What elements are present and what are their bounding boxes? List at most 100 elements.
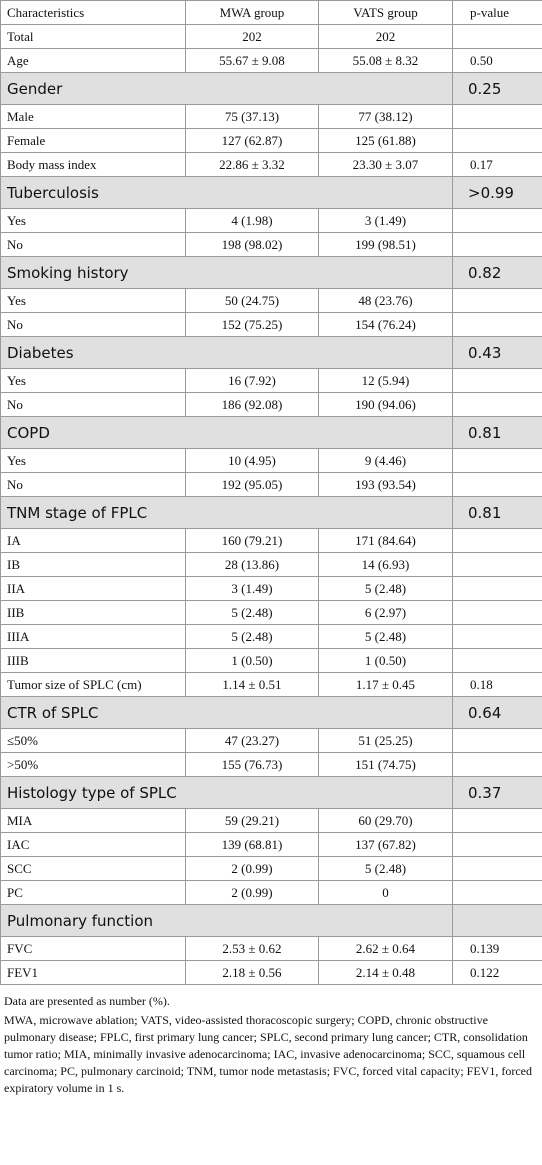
p-value-cell: 0.17 — [452, 152, 542, 177]
p-value-cell — [452, 576, 542, 601]
data-row: No 198 (98.02) 199 (98.51) — [0, 232, 542, 257]
p-value-cell — [452, 104, 542, 129]
section-row: Smoking history 0.82 — [0, 256, 542, 289]
row-label: Yes — [0, 288, 186, 313]
vats-cell: 9 (4.46) — [318, 448, 453, 473]
data-row: SCC 2 (0.99) 5 (2.48) — [0, 856, 542, 881]
row-label: IA — [0, 528, 186, 553]
p-value-cell — [452, 528, 542, 553]
p-value-cell — [452, 472, 542, 497]
section-label: Pulmonary function — [0, 904, 453, 937]
p-value-cell — [452, 392, 542, 417]
data-row: IIIA 5 (2.48) 5 (2.48) — [0, 624, 542, 649]
mwa-cell: 2.53 ± 0.62 — [185, 936, 319, 961]
p-value-cell — [452, 624, 542, 649]
mwa-cell: 3 (1.49) — [185, 576, 319, 601]
p-value-cell: 0.50 — [452, 48, 542, 73]
mwa-cell: 127 (62.87) — [185, 128, 319, 153]
data-row: IIB 5 (2.48) 6 (2.97) — [0, 600, 542, 625]
row-label: No — [0, 312, 186, 337]
data-row: Yes 4 (1.98) 3 (1.49) — [0, 208, 542, 233]
mwa-cell: 47 (23.27) — [185, 728, 319, 753]
mwa-cell: 160 (79.21) — [185, 528, 319, 553]
p-value-cell: 0.139 — [452, 936, 542, 961]
data-row: No 152 (75.25) 154 (76.24) — [0, 312, 542, 337]
mwa-cell: 186 (92.08) — [185, 392, 319, 417]
row-label: Yes — [0, 368, 186, 393]
row-label: IIB — [0, 600, 186, 625]
row-label: Total — [0, 24, 186, 49]
data-row: IIA 3 (1.49) 5 (2.48) — [0, 576, 542, 601]
row-label: FVC — [0, 936, 186, 961]
mwa-cell: 1.14 ± 0.51 — [185, 672, 319, 697]
mwa-cell: 2 (0.99) — [185, 880, 319, 905]
vats-cell: 55.08 ± 8.32 — [318, 48, 453, 73]
vats-cell: 14 (6.93) — [318, 552, 453, 577]
data-row: ≤50% 47 (23.27) 51 (25.25) — [0, 728, 542, 753]
data-row: Total 202 202 — [0, 24, 542, 49]
row-label: Male — [0, 104, 186, 129]
mwa-cell: 192 (95.05) — [185, 472, 319, 497]
p-value-cell — [452, 128, 542, 153]
row-label: Yes — [0, 448, 186, 473]
mwa-cell: 155 (76.73) — [185, 752, 319, 777]
row-label: IB — [0, 552, 186, 577]
row-label: Age — [0, 48, 186, 73]
p-value-cell: 0.81 — [452, 416, 542, 449]
vats-cell: 2.62 ± 0.64 — [318, 936, 453, 961]
vats-cell: 2.14 ± 0.48 — [318, 960, 453, 985]
vats-cell: 199 (98.51) — [318, 232, 453, 257]
footnote: MWA, microwave ablation; VATS, video-ass… — [4, 1013, 532, 1095]
row-label: IIIA — [0, 624, 186, 649]
p-value-cell: 0.122 — [452, 960, 542, 985]
p-value-cell: 0.43 — [452, 336, 542, 369]
row-label: Body mass index — [0, 152, 186, 177]
p-value-cell: 0.64 — [452, 696, 542, 729]
p-value-cell — [452, 808, 542, 833]
mwa-cell: 50 (24.75) — [185, 288, 319, 313]
vats-cell: 5 (2.48) — [318, 576, 453, 601]
row-label: >50% — [0, 752, 186, 777]
p-value-cell — [452, 448, 542, 473]
vats-cell: 5 (2.48) — [318, 624, 453, 649]
p-value-cell — [452, 288, 542, 313]
vats-cell: 51 (25.25) — [318, 728, 453, 753]
mwa-cell: 22.86 ± 3.32 — [185, 152, 319, 177]
data-row: IA 160 (79.21) 171 (84.64) — [0, 528, 542, 553]
data-row: No 186 (92.08) 190 (94.06) — [0, 392, 542, 417]
footnote: Data are presented as number (%). — [4, 994, 170, 1008]
data-row: Male 75 (37.13) 77 (38.12) — [0, 104, 542, 129]
section-row: Diabetes 0.43 — [0, 336, 542, 369]
section-label: CTR of SPLC — [0, 696, 453, 729]
vats-cell: 190 (94.06) — [318, 392, 453, 417]
vats-cell: 1 (0.50) — [318, 648, 453, 673]
vats-cell: 202 — [318, 24, 453, 49]
row-label: SCC — [0, 856, 186, 881]
p-value-cell — [452, 880, 542, 905]
vats-cell: 0 — [318, 880, 453, 905]
p-value-cell: 0.25 — [452, 72, 542, 105]
row-label: Yes — [0, 208, 186, 233]
header-cell: VATS group — [318, 0, 453, 25]
mwa-cell: 1 (0.50) — [185, 648, 319, 673]
p-value-cell — [452, 728, 542, 753]
data-row: IAC 139 (68.81) 137 (67.82) — [0, 832, 542, 857]
section-row: Histology type of SPLC 0.37 — [0, 776, 542, 809]
p-value-cell — [452, 648, 542, 673]
vats-cell: 6 (2.97) — [318, 600, 453, 625]
vats-cell: 77 (38.12) — [318, 104, 453, 129]
data-row: Female 127 (62.87) 125 (61.88) — [0, 128, 542, 153]
section-row: Pulmonary function — [0, 904, 542, 937]
vats-cell: 12 (5.94) — [318, 368, 453, 393]
mwa-cell: 2.18 ± 0.56 — [185, 960, 319, 985]
p-value-cell: 0.18 — [452, 672, 542, 697]
mwa-cell: 16 (7.92) — [185, 368, 319, 393]
p-value-cell — [452, 312, 542, 337]
vats-cell: 3 (1.49) — [318, 208, 453, 233]
p-value-cell: >0.99 — [452, 176, 542, 209]
header-cell: p-value — [452, 0, 542, 25]
row-label: MIA — [0, 808, 186, 833]
mwa-cell: 5 (2.48) — [185, 600, 319, 625]
row-label: FEV1 — [0, 960, 186, 985]
p-value-cell — [452, 232, 542, 257]
